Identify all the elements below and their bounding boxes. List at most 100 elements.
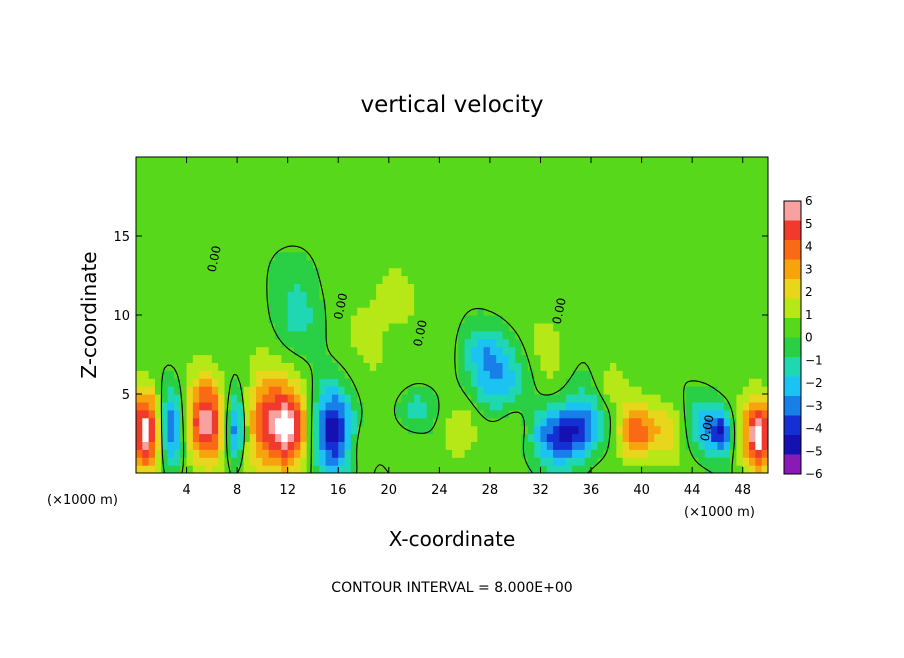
heatmap-cell xyxy=(502,433,510,442)
heatmap-cell xyxy=(180,188,188,198)
heatmap-cell xyxy=(395,441,403,450)
heatmap-cell xyxy=(647,346,655,356)
heatmap-cell xyxy=(401,322,409,332)
heatmap-cell xyxy=(572,188,579,198)
heatmap-cell xyxy=(685,236,693,245)
heatmap-cell xyxy=(603,425,611,435)
heatmap-cell xyxy=(603,180,611,190)
heatmap-cell xyxy=(660,220,668,229)
heatmap-cell xyxy=(167,267,175,277)
heatmap-cell xyxy=(439,457,447,466)
heatmap-cell xyxy=(647,330,655,340)
heatmap-cell xyxy=(483,330,491,340)
heatmap-cell xyxy=(534,370,542,379)
heatmap-cell xyxy=(218,346,226,356)
heatmap-cell xyxy=(742,236,750,245)
heatmap-cell xyxy=(407,465,415,473)
heatmap-cell xyxy=(698,236,706,245)
heatmap-cell xyxy=(572,299,579,308)
x-tick-label: 12 xyxy=(279,483,296,498)
heatmap-cell xyxy=(546,362,554,371)
heatmap-cell xyxy=(603,164,611,174)
heatmap-cell xyxy=(300,267,308,277)
heatmap-cell xyxy=(654,291,662,300)
heatmap-cell xyxy=(350,425,358,435)
heatmap-cell xyxy=(401,441,409,450)
heatmap-cell xyxy=(559,212,567,221)
heatmap-cell xyxy=(489,243,497,253)
heatmap-cell xyxy=(237,307,245,316)
heatmap-cell xyxy=(161,394,169,403)
heatmap-cell xyxy=(673,236,681,245)
heatmap-cell xyxy=(565,378,573,387)
heatmap-cell xyxy=(243,449,251,458)
heatmap-cell xyxy=(376,401,384,411)
heatmap-cell xyxy=(154,409,162,419)
heatmap-cell xyxy=(477,157,485,166)
heatmap-cell xyxy=(344,291,352,300)
heatmap-cell xyxy=(218,315,226,324)
heatmap-cell xyxy=(218,441,226,450)
heatmap-cell xyxy=(546,346,554,356)
heatmap-cell xyxy=(154,449,162,458)
heatmap-cell xyxy=(546,307,554,316)
heatmap-cell xyxy=(496,172,504,182)
heatmap-cell xyxy=(470,172,478,182)
heatmap-cell xyxy=(508,433,516,442)
heatmap-cell xyxy=(515,370,523,379)
heatmap-cell xyxy=(243,370,251,379)
heatmap-cell xyxy=(749,346,756,356)
heatmap-cell xyxy=(161,425,169,435)
heatmap-cell xyxy=(414,409,421,419)
heatmap-cell xyxy=(414,275,421,284)
heatmap-cell xyxy=(243,180,251,190)
heatmap-cell xyxy=(572,330,579,340)
heatmap-cell xyxy=(249,315,257,324)
x-unit-label-left: (×1000 m) xyxy=(47,493,118,508)
heatmap-cell xyxy=(331,251,339,261)
heatmap-cell xyxy=(319,267,327,277)
heatmap-cell xyxy=(578,457,586,466)
heatmap-cell xyxy=(698,212,706,221)
heatmap-cell xyxy=(452,417,459,427)
heatmap-cell xyxy=(723,172,731,182)
heatmap-cell xyxy=(603,267,611,277)
heatmap-cell xyxy=(230,346,238,356)
heatmap-cell xyxy=(154,283,162,292)
heatmap-cell xyxy=(458,267,466,277)
heatmap-cell xyxy=(610,236,617,245)
heatmap-cell xyxy=(679,172,687,182)
heatmap-cell xyxy=(205,394,213,403)
heatmap-cell xyxy=(312,370,320,379)
heatmap-cell xyxy=(628,267,636,277)
heatmap-cell xyxy=(281,172,289,182)
heatmap-cell xyxy=(262,425,270,435)
heatmap-cell xyxy=(154,378,162,387)
heatmap-cell xyxy=(249,354,257,363)
heatmap-cell xyxy=(173,267,181,277)
heatmap-cell xyxy=(268,338,276,348)
heatmap-cell xyxy=(755,157,763,166)
heatmap-cell xyxy=(660,378,668,387)
heatmap-cell xyxy=(496,196,504,205)
heatmap-cell xyxy=(534,417,542,427)
heatmap-cell xyxy=(148,188,156,198)
heatmap-cell xyxy=(540,204,548,213)
heatmap-cell xyxy=(439,346,447,356)
heatmap-cell xyxy=(458,204,466,213)
heatmap-cell xyxy=(483,251,491,261)
heatmap-cell xyxy=(591,425,598,435)
heatmap-cell xyxy=(489,283,497,292)
heatmap-cell xyxy=(685,251,693,261)
heatmap-cell xyxy=(363,338,371,348)
heatmap-cell xyxy=(692,299,700,308)
heatmap-cell xyxy=(357,243,365,253)
heatmap-cell xyxy=(622,259,630,269)
heatmap-cell xyxy=(464,188,472,198)
heatmap-cell xyxy=(426,433,434,442)
heatmap-cell xyxy=(578,417,586,427)
heatmap-cell xyxy=(312,180,320,190)
heatmap-cell xyxy=(275,417,282,427)
heatmap-cell xyxy=(553,441,561,450)
heatmap-cell xyxy=(572,315,579,324)
